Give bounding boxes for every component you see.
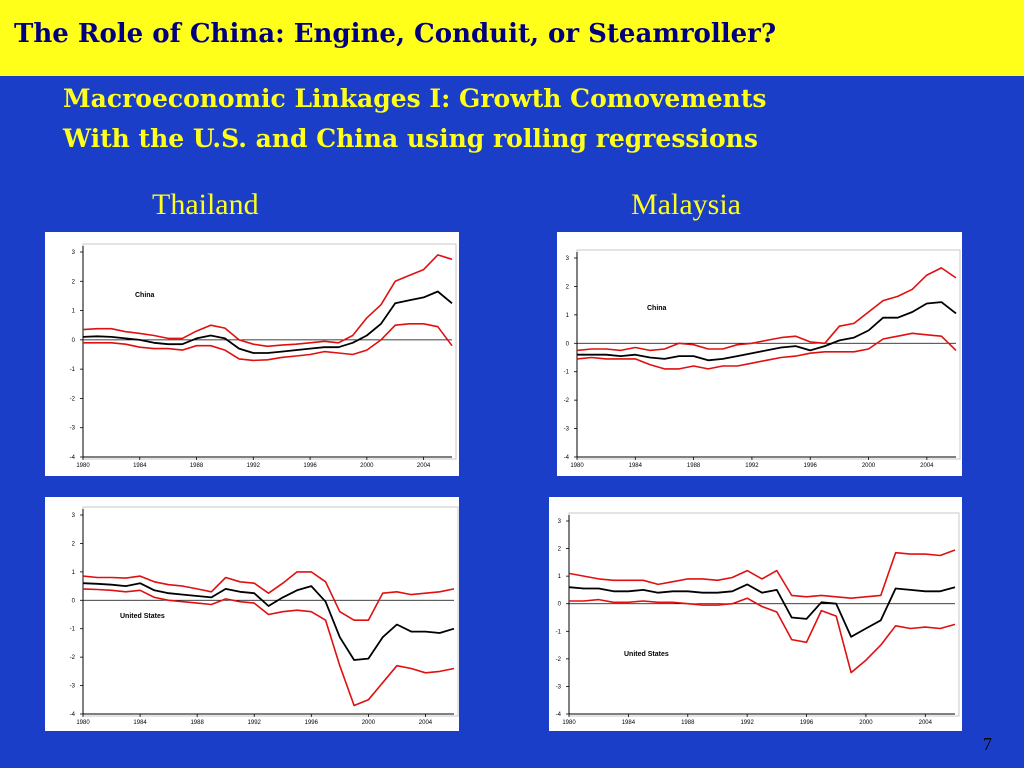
y-tick-label: 2 <box>558 547 562 553</box>
estimate-line <box>82 290 453 354</box>
x-tick-label: 1984 <box>622 720 636 726</box>
y-tick-label: -2 <box>556 657 562 663</box>
y-tick-label: 1 <box>566 313 570 319</box>
y-tick-label: -1 <box>70 367 76 373</box>
chart-thailand-us: 3 2 1 0 -1 -2 -3 -4 1980 1984 1988 1992 1996 2000 2004… <box>45 497 459 731</box>
x-tick-label: 1988 <box>190 720 204 726</box>
upper-band-line <box>568 549 956 599</box>
x-tick-label: 2004 <box>919 720 933 726</box>
y-tick-label: -3 <box>70 684 76 690</box>
x-tick-label: 1996 <box>305 720 319 726</box>
y-tick-label: 3 <box>566 256 570 262</box>
y-tick-label: 1 <box>72 309 76 315</box>
series-annotation: China <box>135 292 155 299</box>
x-tick-label: 2000 <box>859 720 873 726</box>
y-tick-label: -3 <box>70 426 76 432</box>
y-tick-label: -2 <box>70 655 76 661</box>
lower-band-line <box>569 597 956 674</box>
y-tick-label: -1 <box>556 629 562 635</box>
y-tick-label: 0 <box>558 602 562 608</box>
series-annotation: United States <box>624 651 669 658</box>
y-tick-label: -2 <box>564 398 570 404</box>
x-tick-label: 1992 <box>247 463 261 469</box>
y-tick-label: 3 <box>72 513 76 519</box>
y-tick-label: 3 <box>72 250 76 256</box>
country-label-thailand: Thailand <box>152 188 259 221</box>
x-tick-label: 2004 <box>920 463 934 469</box>
y-tick-label: 1 <box>558 574 562 580</box>
x-tick-label: 1980 <box>570 463 584 469</box>
x-tick-label: 1984 <box>133 463 147 469</box>
x-tick-label: 1992 <box>745 463 759 469</box>
y-tick-label: -1 <box>564 370 570 376</box>
x-tick-label: 1988 <box>190 463 204 469</box>
y-tick-label: 1 <box>72 570 76 576</box>
x-tick-label: 1996 <box>804 463 818 469</box>
x-tick-label: 1992 <box>248 720 262 726</box>
y-tick-label: 3 <box>558 519 562 525</box>
y-tick-label: -4 <box>70 455 76 461</box>
x-tick-label: 2000 <box>362 720 376 726</box>
x-tick-label: 2000 <box>360 463 374 469</box>
estimate-line <box>577 301 957 362</box>
chart-malaysia-us: 3 2 1 0 -1 -2 -3 -4 1980 1984 1988 1992 1996 2000 2004… <box>549 497 962 731</box>
subtitle-line-1: Macroeconomic Linkages I: Growth Comovem… <box>63 84 767 113</box>
y-tick-label: 2 <box>72 541 76 547</box>
slide-title: The Role of China: Engine, Conduit, or S… <box>14 19 777 49</box>
x-tick-label: 1984 <box>629 463 643 469</box>
y-tick-label: 2 <box>72 279 76 285</box>
plot-frame <box>568 512 960 717</box>
series-annotation: China <box>647 305 667 312</box>
y-tick-label: -4 <box>70 712 76 718</box>
x-tick-label: 1984 <box>133 720 147 726</box>
subtitle-line-2: With the U.S. and China using rolling re… <box>63 124 758 153</box>
x-tick-label: 1992 <box>740 720 754 726</box>
plot-frame <box>82 243 457 460</box>
x-tick-label: 2000 <box>862 463 876 469</box>
lower-band-line <box>82 588 455 707</box>
plot-frame <box>82 506 459 717</box>
y-tick-label: 0 <box>566 341 570 347</box>
x-tick-label: 1996 <box>303 463 317 469</box>
y-tick-label: 2 <box>566 284 570 290</box>
y-tick-label: -3 <box>556 684 562 690</box>
x-tick-label: 2004 <box>419 720 433 726</box>
y-tick-label: -4 <box>564 455 570 461</box>
title-bar: The Role of China: Engine, Conduit, or S… <box>0 0 1024 76</box>
lower-band-line <box>83 323 453 362</box>
chart-thailand-china: 3 2 1 0 -1 -2 -3 -4 1980 1984 1988 1992 1996 2000 2004… <box>45 232 459 476</box>
estimate-line <box>568 583 956 638</box>
upper-band-line <box>576 267 957 352</box>
x-tick-label: 2004 <box>417 463 431 469</box>
series-annotation: United States <box>120 613 165 620</box>
country-label-malaysia: Malaysia <box>631 188 741 221</box>
lower-band-line <box>576 332 957 370</box>
x-tick-label: 1980 <box>76 720 90 726</box>
chart-malaysia-china: 3 2 1 0 -1 -2 -3 -4 1980 1984 1988 1992 1996 2000 2004… <box>557 232 962 476</box>
y-tick-label: -1 <box>70 627 76 633</box>
x-tick-label: 1988 <box>681 720 695 726</box>
y-tick-label: 0 <box>72 598 76 604</box>
page-number: 7 <box>983 734 992 754</box>
y-tick-label: 0 <box>72 338 76 344</box>
x-tick-label: 1988 <box>687 463 701 469</box>
x-tick-label: 1980 <box>76 463 90 469</box>
upper-band-line <box>82 254 453 348</box>
x-tick-label: 1980 <box>562 720 576 726</box>
y-tick-label: -2 <box>70 396 76 402</box>
y-tick-label: -3 <box>564 427 570 433</box>
y-tick-label: -4 <box>556 712 562 718</box>
x-tick-label: 1996 <box>800 720 814 726</box>
upper-band-line <box>82 571 455 621</box>
estimate-line <box>82 582 455 661</box>
